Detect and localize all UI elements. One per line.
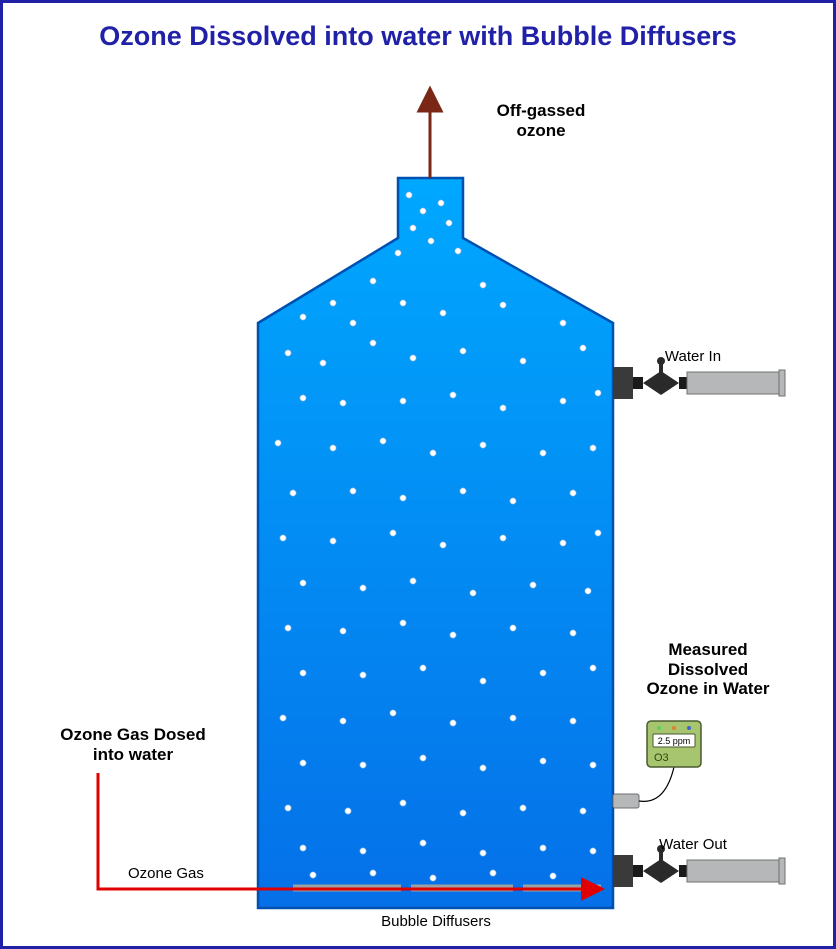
label-bubble-diffusers: Bubble Diffusers [361,913,511,930]
label-off-gassed-l2: ozone [516,121,565,140]
diagram-svg: 2.5 ppm O3 [3,3,833,946]
label-ozone-dosed: Ozone Gas Dosed into water [43,725,223,764]
label-measured: Measured Dissolved Ozone in Water [633,640,783,699]
sensor-cable [639,767,674,801]
diagram-frame: Ozone Dissolved into water with Bubble D… [0,0,836,949]
label-water-in: Water In [653,348,733,365]
label-bubble-diffusers-text: Bubble Diffusers [381,913,491,930]
label-water-in-text: Water In [665,348,721,365]
sensor-probe [613,794,639,808]
sensor-symbol: O3 [654,752,669,764]
label-measured-l3: Ozone in Water [646,679,769,698]
label-off-gassed: Off-gassed ozone [481,101,601,140]
sensor-reading: 2.5 ppm [658,736,691,746]
label-off-gassed-l1: Off-gassed [497,101,586,120]
sensor-device: 2.5 ppm O3 [647,721,701,767]
label-measured-l2: Dissolved [668,660,748,679]
label-ozone-gas: Ozone Gas [128,865,228,882]
label-ozone-dosed-l1: Ozone Gas Dosed [60,725,205,744]
label-water-out-text: Water Out [659,836,727,853]
label-measured-l1: Measured [668,640,747,659]
label-water-out: Water Out [648,836,738,853]
label-ozone-dosed-l2: into water [93,745,173,764]
label-ozone-gas-text: Ozone Gas [128,865,204,882]
